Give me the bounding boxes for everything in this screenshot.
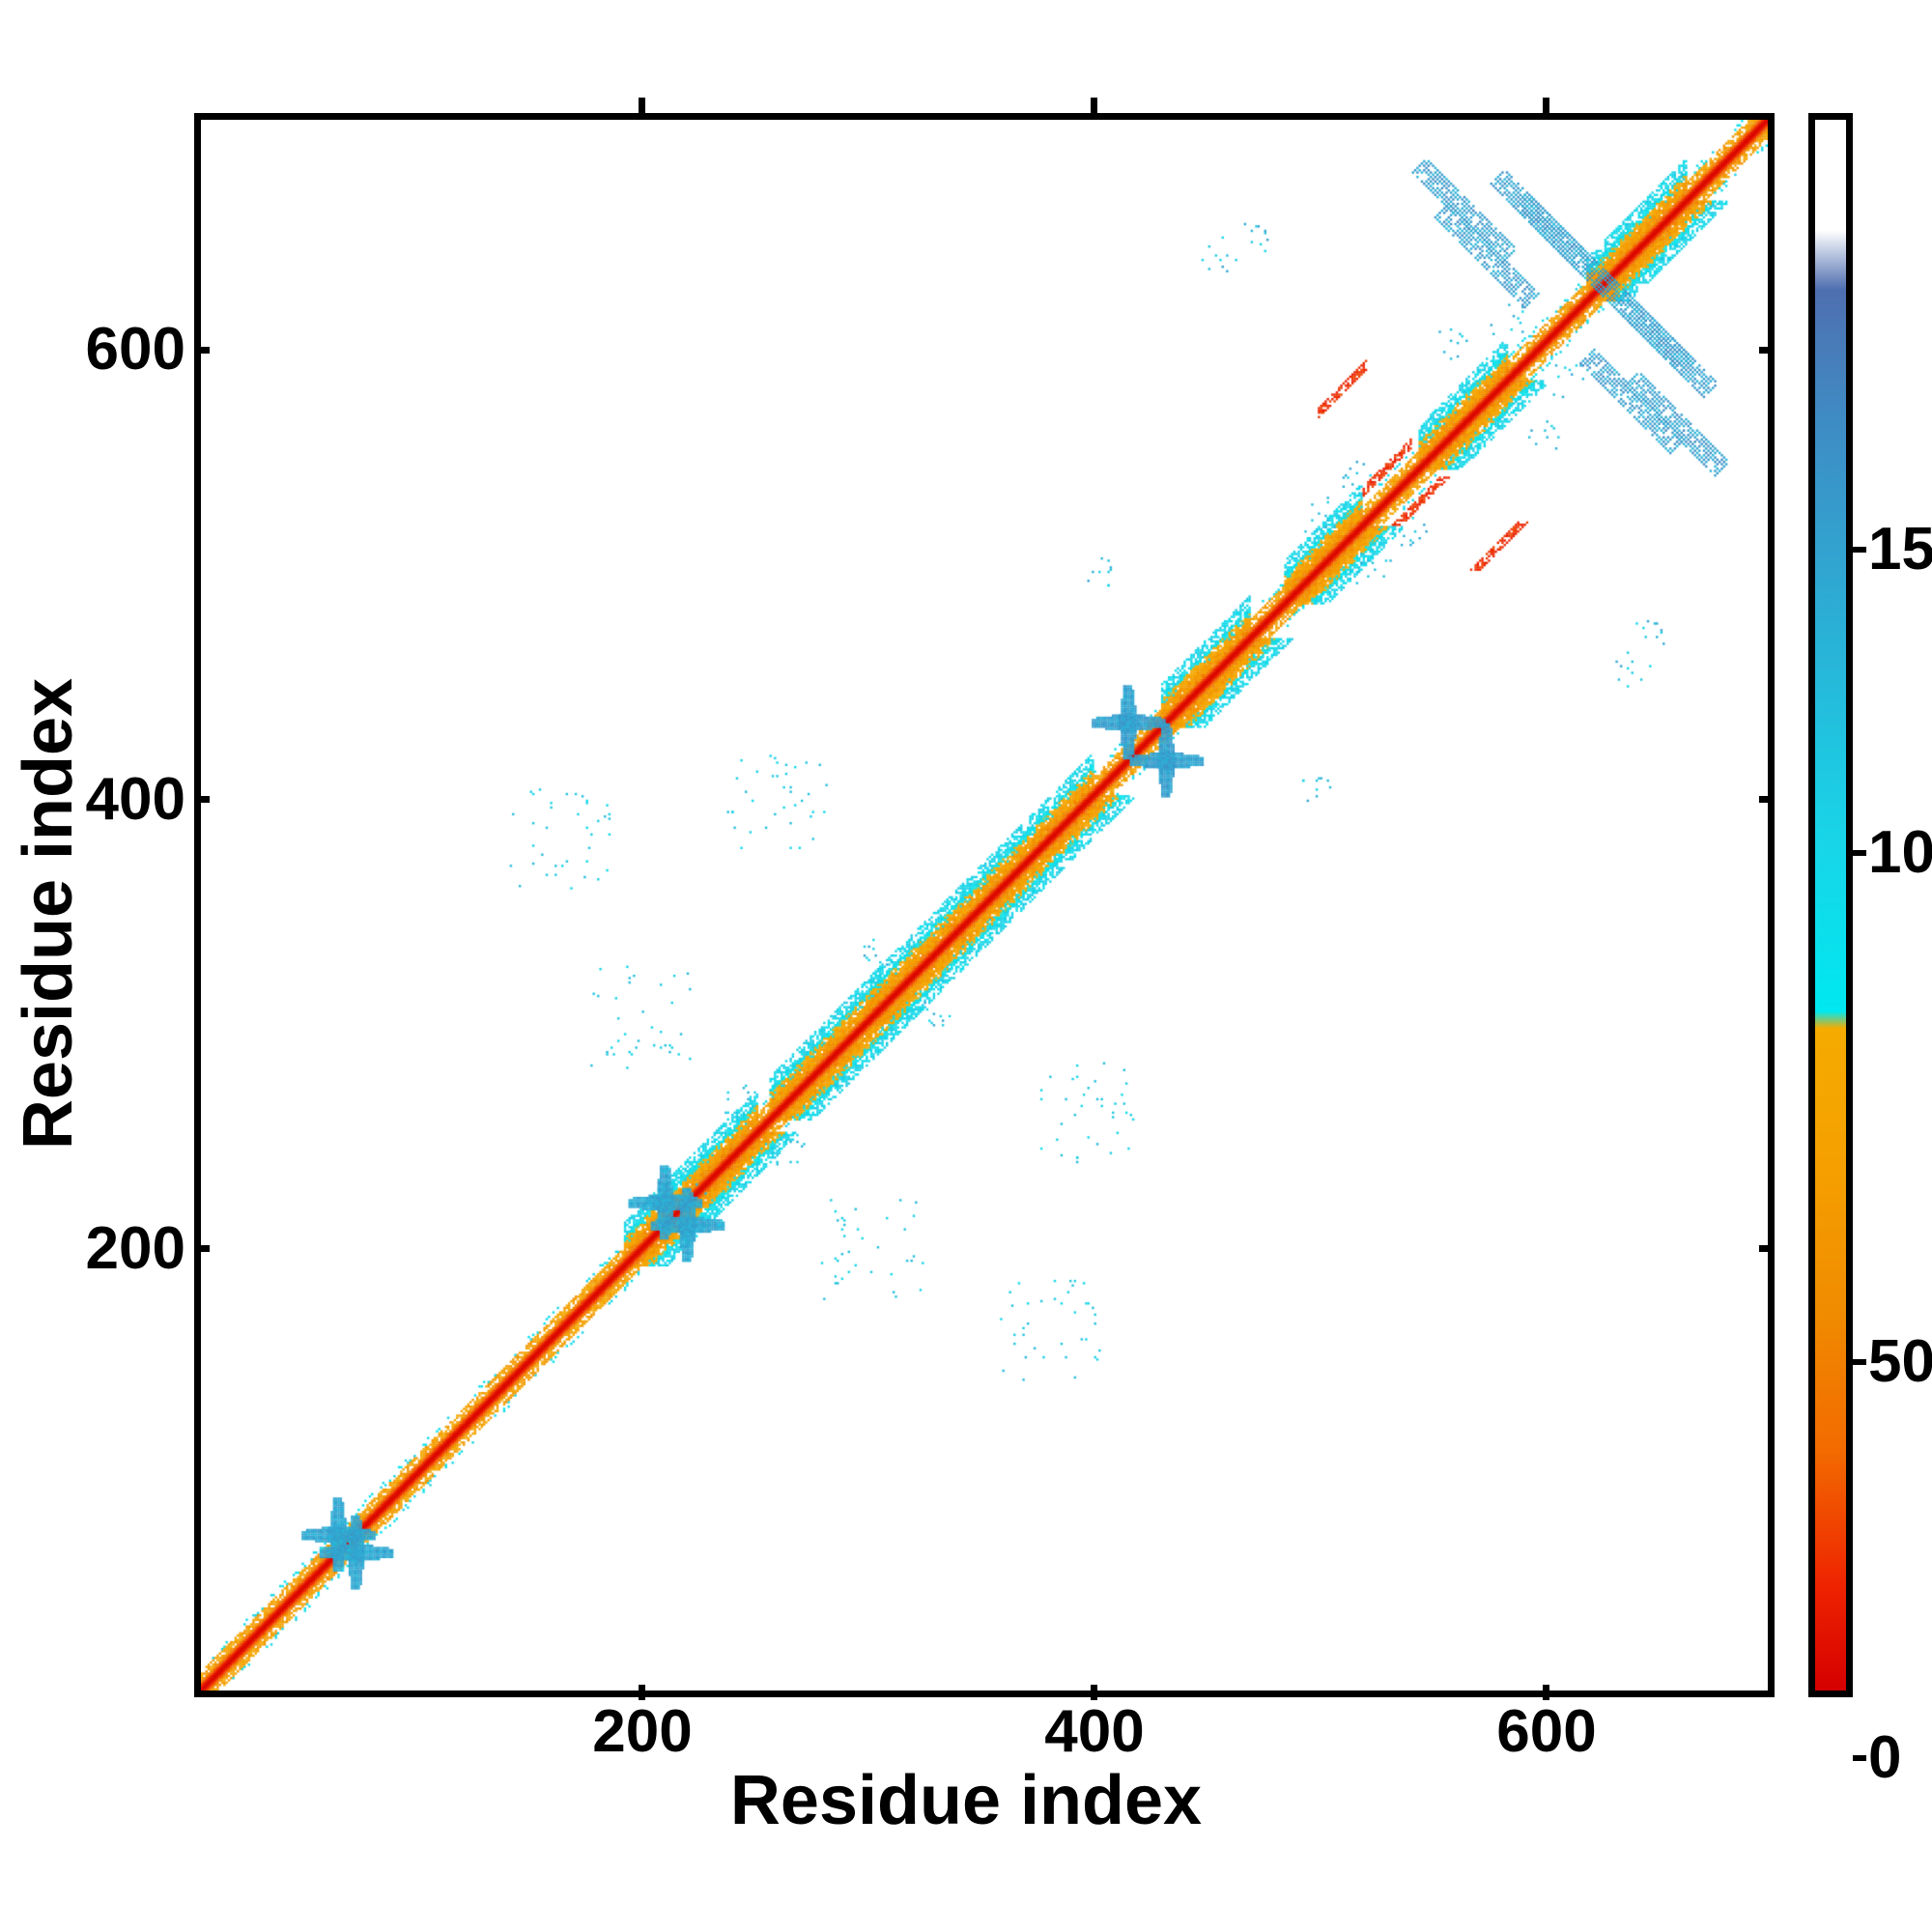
plot-area[interactable]: [194, 113, 1775, 1697]
heatmap-canvas[interactable]: [201, 120, 1768, 1690]
y-tick-mark-400: [194, 796, 210, 803]
colorbar-tick-mark-100: [1853, 850, 1866, 856]
x-tick-label-400: 400: [1044, 1698, 1145, 1765]
axis-right-tick-mark-mid: [1759, 796, 1775, 803]
x-tick-mark-bottom-200: [639, 1685, 645, 1700]
x-tick-mark-bottom-600: [1543, 1685, 1549, 1700]
colorbar-tick-label-100: 100: [1868, 819, 1932, 886]
colorbar-tick-mark-50: [1853, 1359, 1866, 1365]
x-tick-label-600: 600: [1496, 1698, 1597, 1765]
x-tick-label-200: 200: [592, 1698, 693, 1765]
x-tick-mark-200: [639, 98, 645, 113]
y-tick-label-200: 200: [85, 1215, 185, 1282]
colorbar-tick-mark-150: [1853, 547, 1866, 553]
x-axis-title: Residue index: [729, 1762, 1203, 1839]
x-tick-mark-bottom-400: [1091, 1685, 1097, 1700]
y-axis-title: Residue index: [10, 677, 87, 1151]
x-tick-mark-600: [1543, 98, 1549, 113]
colorbar-gradient: [1815, 120, 1846, 1690]
y-tick-label-600: 600: [85, 316, 185, 383]
colorbar: 150 100 50 0: [1808, 113, 1932, 1788]
axis-right-tick-mark-upper: [1759, 347, 1775, 354]
colorbar-tick-label-50: 50: [1868, 1328, 1932, 1395]
y-tick-label-400: 400: [85, 766, 185, 833]
y-tick-mark-600: [194, 347, 210, 354]
y-tick-mark-200: [194, 1245, 210, 1252]
x-tick-mark-400: [1091, 98, 1097, 113]
colorbar-box: [1808, 113, 1853, 1697]
colorbar-tick-label-150: 150: [1868, 516, 1932, 582]
axis-right-tick-mark-lower: [1759, 1245, 1775, 1252]
colorbar-tick-mark-0: [1853, 1755, 1866, 1761]
colorbar-tick-label-0: 0: [1868, 1724, 1902, 1791]
